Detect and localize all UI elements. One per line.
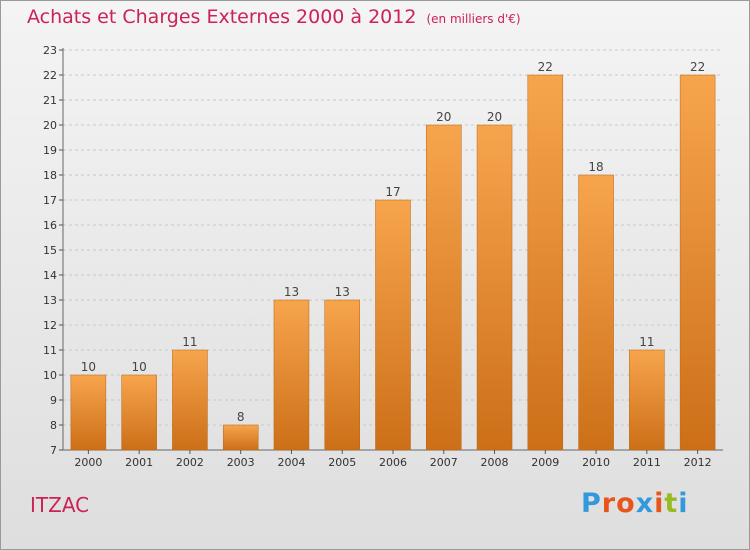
x-tick-label-2011: 2011 (633, 456, 661, 469)
logo-letter: i (654, 488, 665, 519)
y-tick-label: 7 (50, 444, 57, 457)
x-tick-label-2004: 2004 (277, 456, 305, 469)
y-tick-label: 21 (43, 94, 57, 107)
bar-2010 (578, 174, 614, 451)
x-tick-label-2006: 2006 (379, 456, 407, 469)
bar-2001 (121, 374, 157, 451)
value-label-2011: 11 (639, 335, 654, 349)
value-label-2006: 17 (385, 185, 400, 199)
x-axis-ticks: 2000 2001 2002 2003 2004 2005 2006 2007 2008 2009… (74, 450, 712, 469)
bar-2009 (527, 74, 564, 451)
y-tick-label: 20 (43, 119, 57, 132)
y-tick-label: 13 (43, 294, 57, 307)
value-label-2001: 10 (132, 360, 147, 374)
x-tick-label-2001: 2001 (125, 456, 153, 469)
value-label-2008: 20 (487, 110, 502, 124)
logo-letter: P (581, 488, 602, 519)
x-tick-label-2012: 2012 (684, 456, 712, 469)
chart-title-text: Achats et Charges Externes 2000 à 2012 (27, 6, 417, 28)
bar-2002 (172, 349, 208, 451)
logo-letter: t (664, 488, 679, 519)
y-tick-label: 15 (43, 244, 57, 257)
y-tick-label: 17 (43, 194, 57, 207)
value-label-2009: 22 (538, 60, 553, 74)
y-tick-label: 18 (43, 169, 57, 182)
y-tick-label: 9 (50, 394, 57, 407)
logo-letter: x (635, 488, 655, 519)
bar-2005 (324, 299, 360, 451)
x-tick-label-2003: 2003 (227, 456, 255, 469)
x-tick-label-2010: 2010 (582, 456, 610, 469)
proxiti-logo[interactable]: Proxiti (581, 488, 689, 519)
bar-2004 (273, 299, 310, 451)
bars: 10 10 11 8 13 13 17 20 20 22 18 11 22 (70, 60, 716, 451)
y-axis-ticks: 7 8 9 10 11 12 13 14 15 16 17 18 19 20 21 22 23 (43, 44, 63, 457)
value-label-2010: 18 (588, 160, 603, 174)
bar-2012 (679, 74, 716, 451)
x-tick-label-2009: 2009 (531, 456, 559, 469)
y-tick-label: 23 (43, 44, 57, 57)
y-tick-label: 12 (43, 319, 57, 332)
y-tick-label: 19 (43, 144, 57, 157)
logo-letter: i (678, 488, 689, 519)
logo-letter: r (601, 488, 617, 519)
value-label-2004: 13 (284, 285, 299, 299)
value-label-2000: 10 (81, 360, 96, 374)
value-label-2003: 8 (237, 410, 245, 424)
bar-2011 (629, 349, 665, 451)
value-label-2002: 11 (182, 335, 197, 349)
bar-2006 (375, 199, 411, 451)
x-tick-label-2000: 2000 (74, 456, 102, 469)
commune-name: ITZAC (30, 493, 90, 517)
bar-2008 (476, 124, 513, 451)
bar-2000 (70, 374, 107, 451)
value-label-2012: 22 (690, 60, 705, 74)
x-tick-label-2008: 2008 (481, 456, 509, 469)
logo-letter: o (616, 488, 636, 519)
x-tick-label-2007: 2007 (430, 456, 458, 469)
chart-title: Achats et Charges Externes 2000 à 2012 (e… (27, 6, 521, 28)
value-label-2007: 20 (436, 110, 451, 124)
x-tick-label-2002: 2002 (176, 456, 204, 469)
chart-unit: (en milliers d'€) (426, 12, 521, 26)
value-label-2005: 13 (335, 285, 350, 299)
y-tick-label: 16 (43, 219, 57, 232)
x-tick-label-2005: 2005 (328, 456, 356, 469)
y-tick-label: 10 (43, 369, 57, 382)
y-tick-label: 22 (43, 69, 57, 82)
y-tick-label: 8 (50, 419, 57, 432)
y-tick-label: 14 (43, 269, 57, 282)
bar-2003 (222, 424, 259, 451)
y-tick-label: 11 (43, 344, 57, 357)
bar-2007 (426, 124, 462, 451)
